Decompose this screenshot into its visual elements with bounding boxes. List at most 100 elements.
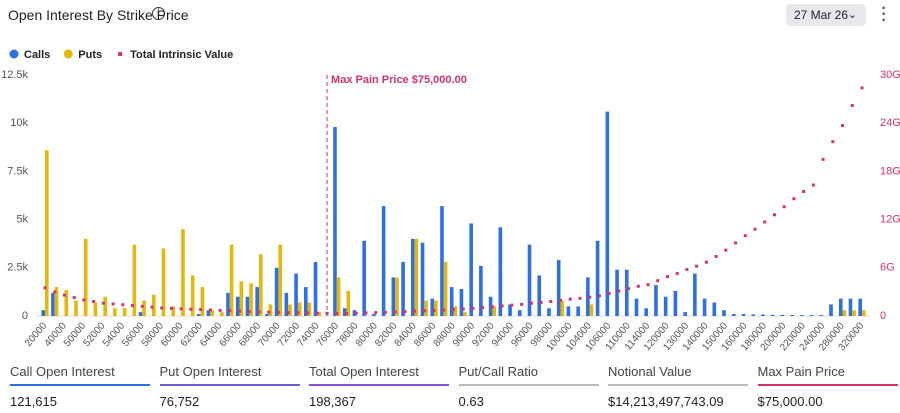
intrinsic-point xyxy=(782,205,786,209)
bar xyxy=(842,310,847,316)
y2-tick-label: 18G xyxy=(880,165,900,177)
bar xyxy=(615,269,619,316)
intrinsic-point xyxy=(432,308,436,312)
title: Open Interest By Strike Price xyxy=(8,7,189,23)
intrinsic-point xyxy=(607,292,611,296)
intrinsic-point xyxy=(714,255,718,259)
intrinsic-point xyxy=(617,289,621,293)
bar xyxy=(459,289,464,316)
intrinsic-point xyxy=(121,303,125,307)
intrinsic-point xyxy=(452,308,455,312)
intrinsic-point xyxy=(315,311,319,315)
bar xyxy=(304,287,308,316)
intrinsic-point xyxy=(461,307,465,311)
bar xyxy=(113,308,117,316)
intrinsic-point xyxy=(257,310,261,314)
bar xyxy=(132,244,137,316)
bar xyxy=(479,265,483,316)
bar xyxy=(424,300,428,316)
bar xyxy=(274,267,279,316)
bar xyxy=(605,111,610,316)
bar xyxy=(336,277,341,316)
max-pain-label: Max Pain Price $75,000.00 xyxy=(331,74,467,86)
bar xyxy=(702,298,707,316)
bar xyxy=(566,306,571,316)
intrinsic-point xyxy=(286,311,290,315)
bar xyxy=(171,306,176,316)
date-dropdown[interactable]: 27 Mar 26 ⌄ xyxy=(786,4,866,26)
bar xyxy=(434,300,438,316)
bar xyxy=(74,300,78,316)
intrinsic-point xyxy=(588,295,592,299)
info-icon[interactable]: i xyxy=(152,7,165,20)
intrinsic-point xyxy=(549,300,553,304)
bar xyxy=(235,296,240,316)
y-tick-label: 5k xyxy=(16,214,28,226)
bar xyxy=(342,308,347,316)
intrinsic-point xyxy=(510,303,514,307)
bar xyxy=(420,242,425,316)
bar xyxy=(858,298,862,316)
date-label: 27 Mar 26 xyxy=(794,8,849,22)
bar xyxy=(673,290,678,316)
bar xyxy=(443,262,448,316)
bar xyxy=(142,300,146,316)
intrinsic-point xyxy=(131,304,135,308)
stat: Put Open Interest 76,752 xyxy=(159,364,300,409)
intrinsic-point xyxy=(208,308,212,312)
bar xyxy=(151,294,156,316)
bar xyxy=(284,292,289,316)
bar xyxy=(51,292,55,316)
bar xyxy=(862,310,866,316)
stat: Max Pain Price $75,000.00 xyxy=(757,364,898,409)
stat-label: Max Pain Price xyxy=(757,364,845,379)
bar xyxy=(492,306,497,316)
bar xyxy=(362,240,366,316)
intrinsic-point xyxy=(627,287,631,291)
bar xyxy=(352,310,357,316)
bar xyxy=(430,298,435,316)
intrinsic-point xyxy=(792,197,796,201)
bar xyxy=(693,273,697,316)
bar xyxy=(294,273,298,316)
bar xyxy=(239,281,244,316)
stat-label: Notional Value xyxy=(608,364,692,379)
bar xyxy=(200,287,205,316)
more-menu[interactable]: · · · xyxy=(881,0,887,29)
legend-swatch xyxy=(9,49,19,59)
bar xyxy=(790,315,794,316)
intrinsic-point xyxy=(169,306,173,310)
bar xyxy=(313,262,318,316)
stat-underline xyxy=(309,384,449,386)
bar xyxy=(258,254,263,316)
bar xyxy=(576,306,580,316)
bar xyxy=(498,227,503,316)
stat-value: 76,752 xyxy=(159,394,200,409)
intrinsic-point xyxy=(53,290,57,294)
bar xyxy=(527,244,532,316)
stat: Notional Value $14,213,497,743.09 xyxy=(608,364,748,409)
intrinsic-point xyxy=(520,302,524,306)
y2-tick-label: 0 xyxy=(880,310,886,322)
bar xyxy=(644,308,649,316)
legend-label: Total Intrinsic Value xyxy=(130,49,233,61)
bar xyxy=(41,310,45,316)
stat-underline xyxy=(10,384,150,386)
intrinsic-point xyxy=(422,309,426,313)
y-tick-label: 7.5k xyxy=(7,165,28,177)
intrinsic-point xyxy=(306,311,310,315)
intrinsic-point xyxy=(539,300,543,304)
intrinsic-point xyxy=(841,124,845,128)
intrinsic-point xyxy=(811,183,815,187)
intrinsic-point xyxy=(578,296,582,300)
intrinsic-point xyxy=(743,234,747,238)
y-tick-label: 10k xyxy=(10,117,28,129)
bar xyxy=(800,315,804,316)
intrinsic-point xyxy=(685,267,689,271)
legend-label: Calls xyxy=(24,49,50,61)
intrinsic-point xyxy=(558,298,562,302)
intrinsic-point xyxy=(724,248,728,252)
bar xyxy=(255,287,259,316)
bar xyxy=(64,289,69,316)
